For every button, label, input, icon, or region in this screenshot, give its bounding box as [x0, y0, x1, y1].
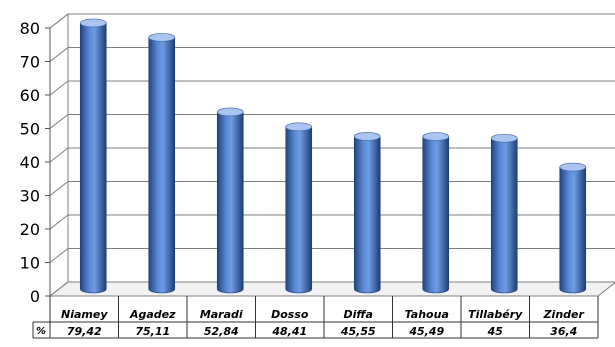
- data-table: % Niamey 79,42 Agadez 75,11 Maradi 52,84 Dosso 4…: [32, 296, 599, 339]
- bar: [148, 33, 176, 294]
- gridline: [49, 80, 615, 96]
- y-tick-label: 30: [20, 187, 40, 206]
- data-label: 52,84: [204, 325, 239, 338]
- x-tick-label: Tillabéry: [468, 308, 523, 321]
- y-axis: 0 10 20 30 40 50 60 70 80: [20, 19, 51, 306]
- x-tick-label: Zinder: [543, 308, 585, 321]
- bars: [79, 18, 587, 294]
- y-tick-label: 10: [20, 254, 40, 273]
- x-tick-label: Tahoua: [405, 308, 449, 321]
- x-tick-label: Diffa: [344, 308, 373, 321]
- y-tick-label: 40: [20, 153, 40, 172]
- y-tick-label: 80: [20, 19, 40, 38]
- gridline: [49, 47, 615, 62]
- bar: [285, 122, 313, 294]
- bar: [490, 133, 518, 294]
- bar-top: [285, 122, 313, 132]
- bar-top: [353, 132, 381, 141]
- bar: [422, 132, 450, 294]
- bar-body: [148, 37, 176, 294]
- chart-walls: [48, 12, 615, 298]
- data-label: 36,4: [550, 325, 577, 338]
- data-label: 79,42: [67, 325, 102, 338]
- bar: [79, 18, 107, 294]
- x-tick-label: Dosso: [271, 308, 309, 321]
- x-tick-label: Maradi: [200, 308, 243, 321]
- y-tick-label: 50: [20, 120, 40, 139]
- bar-body: [216, 111, 244, 294]
- data-label: 45,55: [340, 325, 376, 338]
- y-tick-label: 0: [30, 287, 40, 306]
- bar-body: [559, 166, 587, 294]
- bar-top: [148, 33, 176, 42]
- y-tick-label: 70: [20, 53, 40, 72]
- data-label: 45,49: [408, 325, 444, 338]
- bar: [216, 107, 244, 294]
- bar-top: [216, 107, 244, 117]
- data-label: 45: [487, 325, 504, 338]
- gridline: [49, 13, 615, 29]
- x-tick-label: Niamey: [61, 308, 108, 321]
- bar-top: [79, 18, 107, 28]
- x-tick-label: Agadez: [129, 308, 176, 321]
- bar: [559, 162, 587, 294]
- bar-top: [490, 133, 518, 143]
- bar-top: [422, 132, 450, 141]
- bar-body: [422, 136, 450, 294]
- bar-top: [559, 162, 587, 172]
- data-label: 75,11: [135, 325, 170, 338]
- table-row-label: %: [36, 326, 46, 337]
- bar-body: [79, 22, 107, 294]
- chart-floor: [48, 281, 615, 297]
- y-tick-label: 60: [20, 86, 40, 105]
- bar-body: [353, 136, 381, 294]
- bar-body: [285, 126, 313, 294]
- y-tick-label: 20: [20, 220, 40, 239]
- bar-body: [490, 137, 518, 294]
- gridline: [49, 114, 615, 129]
- data-label: 48,41: [271, 325, 307, 338]
- bar: [353, 132, 381, 294]
